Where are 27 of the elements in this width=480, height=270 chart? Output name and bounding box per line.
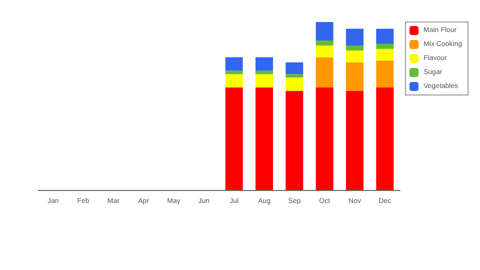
bar <box>286 90 304 190</box>
bar <box>376 48 394 61</box>
bar <box>316 40 334 46</box>
bar <box>225 88 243 190</box>
bar <box>376 28 394 44</box>
bar <box>256 74 273 88</box>
bar <box>316 46 334 58</box>
bar <box>376 44 394 49</box>
bar <box>346 28 364 46</box>
bar <box>346 46 364 51</box>
bar <box>256 88 273 190</box>
bar <box>346 62 364 91</box>
bar <box>316 57 334 88</box>
bar <box>225 70 243 74</box>
bar <box>225 57 243 71</box>
bar <box>256 57 273 71</box>
bar <box>286 77 304 91</box>
bar <box>225 74 243 88</box>
bar <box>316 88 334 190</box>
bar <box>316 22 334 40</box>
bar <box>256 70 273 74</box>
bar <box>286 62 304 74</box>
bar <box>286 74 304 78</box>
bar <box>346 90 364 190</box>
bar <box>376 88 394 190</box>
bar <box>376 60 394 88</box>
bar <box>346 50 364 62</box>
